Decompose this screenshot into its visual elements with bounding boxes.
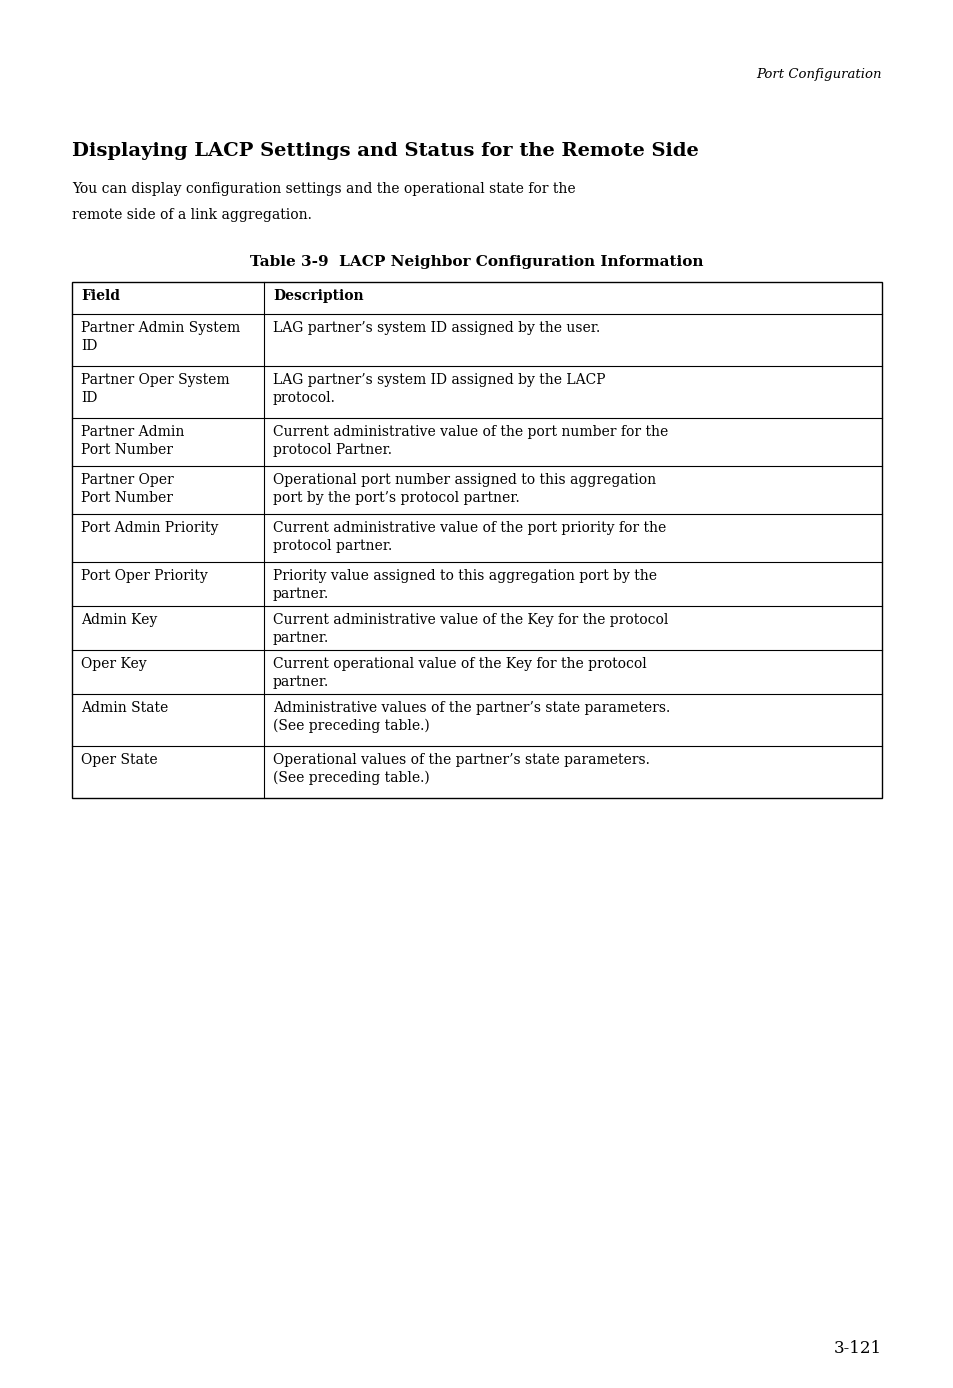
Text: Displaying LACP Settings and Status for the Remote Side: Displaying LACP Settings and Status for … <box>71 142 698 160</box>
Text: partner.: partner. <box>273 675 329 688</box>
Text: Field: Field <box>81 289 120 303</box>
Text: LAG partner’s system ID assigned by the LACP: LAG partner’s system ID assigned by the … <box>273 373 605 387</box>
Text: Current administrative value of the Key for the protocol: Current administrative value of the Key … <box>273 613 668 627</box>
Text: Port Admin Priority: Port Admin Priority <box>81 520 218 534</box>
Text: ID: ID <box>81 339 97 353</box>
Text: Priority value assigned to this aggregation port by the: Priority value assigned to this aggregat… <box>273 569 657 583</box>
Text: Current administrative value of the port priority for the: Current administrative value of the port… <box>273 520 665 534</box>
Text: Admin Key: Admin Key <box>81 613 157 627</box>
Text: partner.: partner. <box>273 632 329 645</box>
Text: Port Number: Port Number <box>81 491 172 505</box>
Text: protocol partner.: protocol partner. <box>273 539 392 552</box>
Text: Port Configuration: Port Configuration <box>756 68 882 81</box>
Text: (See preceding table.): (See preceding table.) <box>273 719 429 733</box>
Text: Current operational value of the Key for the protocol: Current operational value of the Key for… <box>273 657 646 670</box>
Text: protocol.: protocol. <box>273 391 335 405</box>
Text: protocol Partner.: protocol Partner. <box>273 443 392 457</box>
Text: Admin State: Admin State <box>81 701 168 715</box>
Text: Operational values of the partner’s state parameters.: Operational values of the partner’s stat… <box>273 754 649 768</box>
Text: Table 3-9  LACP Neighbor Configuration Information: Table 3-9 LACP Neighbor Configuration In… <box>250 255 703 269</box>
Text: You can display configuration settings and the operational state for the: You can display configuration settings a… <box>71 182 575 196</box>
Text: Operational port number assigned to this aggregation: Operational port number assigned to this… <box>273 473 656 487</box>
Text: Partner Oper: Partner Oper <box>81 473 173 487</box>
Text: partner.: partner. <box>273 587 329 601</box>
Text: Port Number: Port Number <box>81 443 172 457</box>
Text: port by the port’s protocol partner.: port by the port’s protocol partner. <box>273 491 519 505</box>
Text: Administrative values of the partner’s state parameters.: Administrative values of the partner’s s… <box>273 701 670 715</box>
Text: Port Oper Priority: Port Oper Priority <box>81 569 208 583</box>
Text: ID: ID <box>81 391 97 405</box>
Bar <box>71 282 882 798</box>
Text: Description: Description <box>273 289 363 303</box>
Text: remote side of a link aggregation.: remote side of a link aggregation. <box>71 208 312 222</box>
Text: LAG partner’s system ID assigned by the user.: LAG partner’s system ID assigned by the … <box>273 321 599 335</box>
Text: (See preceding table.): (See preceding table.) <box>273 770 429 786</box>
Text: Partner Oper System: Partner Oper System <box>81 373 230 387</box>
Text: 3-121: 3-121 <box>833 1339 882 1357</box>
Text: Partner Admin: Partner Admin <box>81 425 184 439</box>
Text: Current administrative value of the port number for the: Current administrative value of the port… <box>273 425 667 439</box>
Text: Oper Key: Oper Key <box>81 657 147 670</box>
Text: Oper State: Oper State <box>81 754 157 768</box>
Text: Partner Admin System: Partner Admin System <box>81 321 240 335</box>
